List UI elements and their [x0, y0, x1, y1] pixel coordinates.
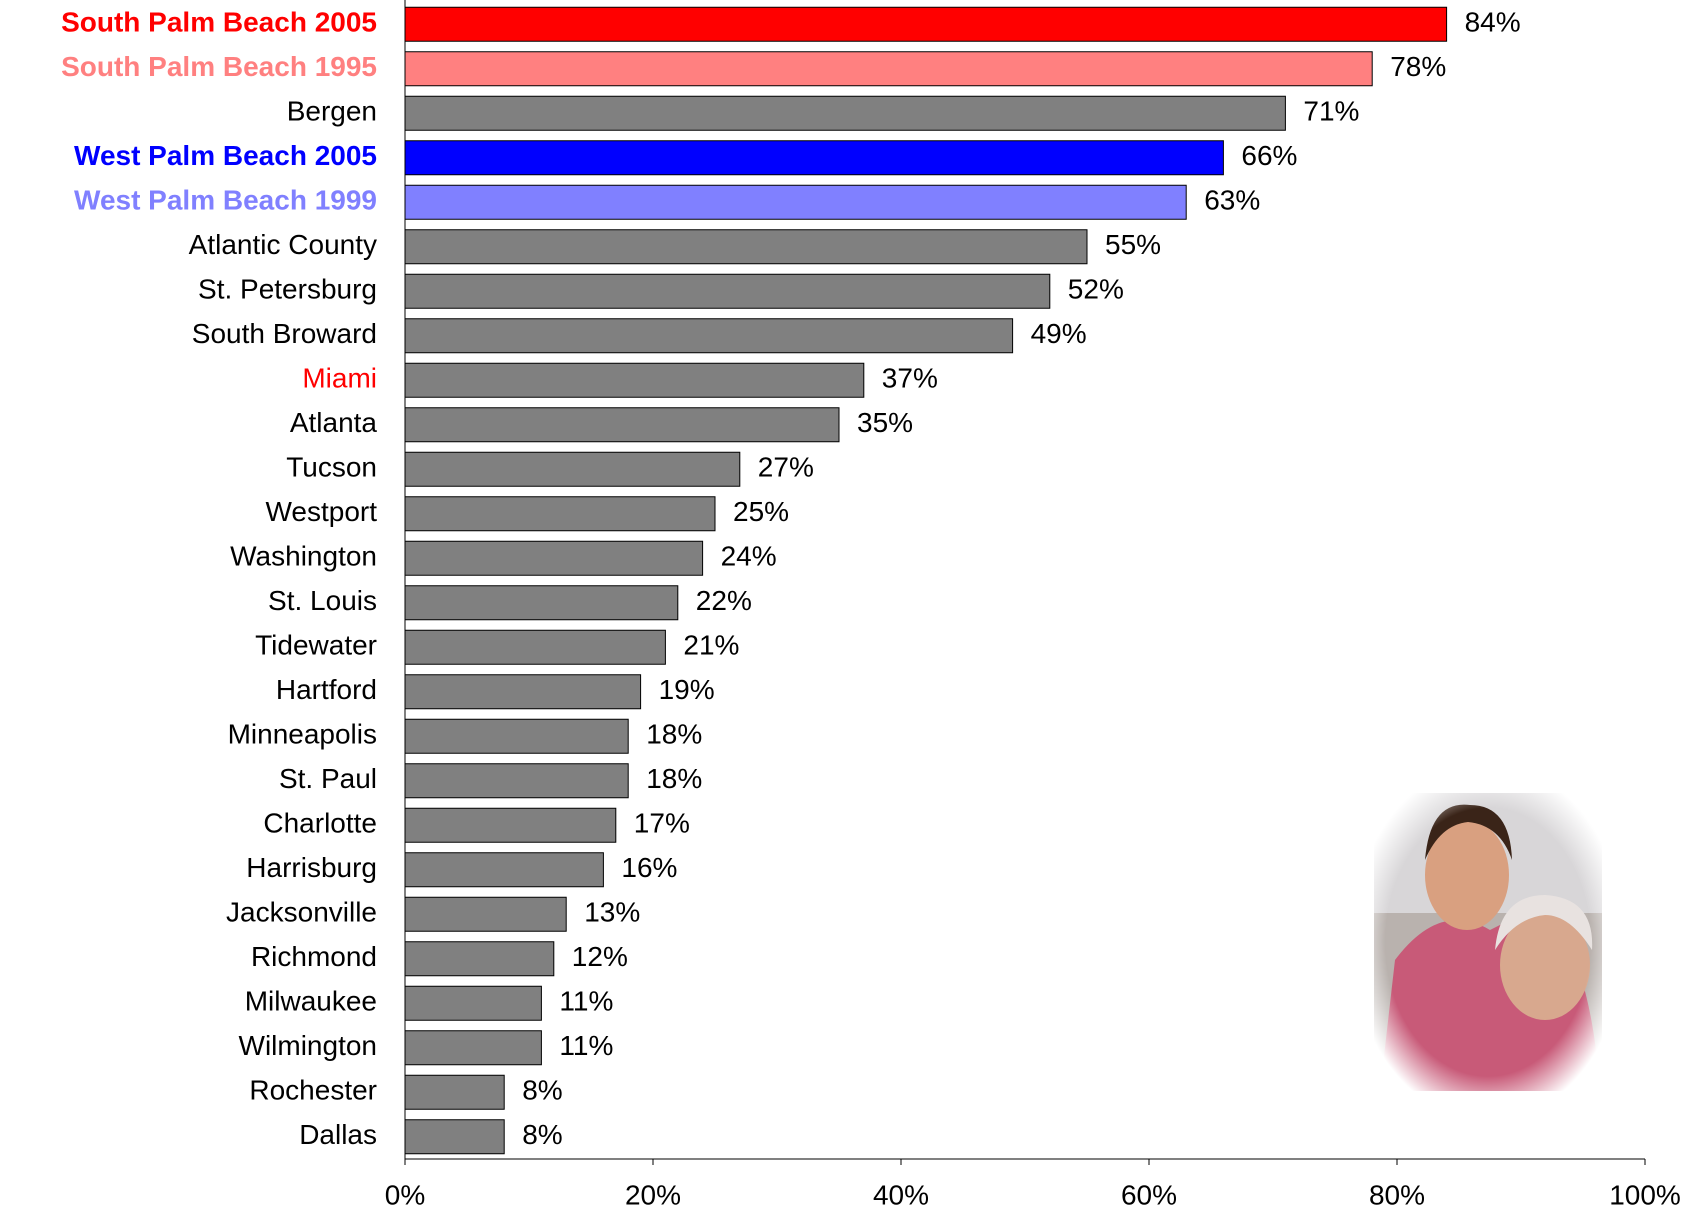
category-label: Atlantic County	[189, 229, 377, 260]
value-label: 11%	[559, 986, 613, 1017]
category-label: South Broward	[192, 318, 377, 349]
category-label: St. Petersburg	[198, 274, 377, 305]
category-label: South Palm Beach 2005	[61, 7, 377, 38]
value-label: 25%	[733, 496, 789, 527]
value-label: 22%	[696, 585, 752, 616]
bar	[405, 675, 641, 709]
x-tick-label: 0%	[385, 1179, 425, 1206]
value-label: 66%	[1241, 140, 1297, 171]
bar	[405, 274, 1050, 308]
value-label: 8%	[522, 1119, 562, 1150]
value-label: 16%	[621, 852, 677, 883]
category-label: St. Paul	[279, 763, 377, 794]
bar	[405, 185, 1186, 219]
x-tick-label: 20%	[625, 1179, 681, 1206]
bar	[405, 141, 1223, 175]
bar	[405, 808, 616, 842]
value-label: 84%	[1465, 7, 1521, 38]
bar	[405, 853, 603, 887]
category-label: St. Louis	[268, 585, 377, 616]
value-label: 19%	[659, 674, 715, 705]
category-label: Dallas	[299, 1119, 377, 1150]
value-label: 24%	[721, 541, 777, 572]
category-label: Jacksonville	[226, 897, 377, 928]
category-label: West Palm Beach 2005	[74, 140, 377, 171]
category-label: Miami	[302, 363, 377, 394]
category-label: Richmond	[251, 941, 377, 972]
category-label: Washington	[230, 541, 377, 572]
bar	[405, 230, 1087, 264]
photo	[1374, 793, 1602, 1091]
value-label: 63%	[1204, 185, 1260, 216]
value-label: 55%	[1105, 229, 1161, 260]
chart: South Palm Beach 2005 84% South Palm Beach…	[0, 0, 1694, 1206]
bar	[405, 1120, 504, 1154]
value-label: 78%	[1390, 51, 1446, 82]
value-label: 12%	[572, 941, 628, 972]
category-label: Minneapolis	[228, 719, 377, 750]
bar	[405, 586, 678, 620]
bar	[405, 363, 864, 397]
x-tick-label: 60%	[1121, 1179, 1177, 1206]
value-label: 71%	[1303, 96, 1359, 127]
value-label: 17%	[634, 808, 690, 839]
bar	[405, 942, 554, 976]
bar	[405, 497, 715, 531]
category-label: Tidewater	[255, 630, 377, 661]
bar	[405, 541, 703, 575]
value-label: 49%	[1031, 318, 1087, 349]
category-label: Westport	[265, 496, 377, 527]
value-label: 8%	[522, 1075, 562, 1106]
value-label: 11%	[559, 1030, 613, 1061]
category-label: Atlanta	[290, 407, 378, 438]
x-tick-label: 80%	[1369, 1179, 1425, 1206]
bar	[405, 96, 1285, 130]
bar	[405, 7, 1447, 41]
bar	[405, 52, 1372, 86]
category-label: Wilmington	[239, 1030, 377, 1061]
bar	[405, 319, 1013, 353]
x-tick-label: 100%	[1609, 1179, 1681, 1206]
category-label: Harrisburg	[246, 852, 377, 883]
bar	[405, 986, 541, 1020]
bar	[405, 630, 665, 664]
bar	[405, 1075, 504, 1109]
category-label: Milwaukee	[245, 986, 377, 1017]
bar	[405, 452, 740, 486]
value-label: 13%	[584, 897, 640, 928]
bar	[405, 1031, 541, 1065]
category-label: South Palm Beach 1995	[61, 51, 377, 82]
x-tick-label: 40%	[873, 1179, 929, 1206]
category-label: Hartford	[276, 674, 377, 705]
value-label: 18%	[646, 763, 702, 794]
category-label: Bergen	[287, 96, 377, 127]
category-label: Tucson	[286, 452, 377, 483]
category-label: West Palm Beach 1999	[74, 185, 377, 216]
page: South Palm Beach 2005 84% South Palm Beach…	[0, 0, 1694, 1206]
category-label: Rochester	[249, 1075, 377, 1106]
value-label: 18%	[646, 719, 702, 750]
value-label: 35%	[857, 407, 913, 438]
value-label: 21%	[683, 630, 739, 661]
bar	[405, 719, 628, 753]
value-label: 52%	[1068, 274, 1124, 305]
value-label: 37%	[882, 363, 938, 394]
bar	[405, 764, 628, 798]
value-label: 27%	[758, 452, 814, 483]
bar	[405, 408, 839, 442]
category-label: Charlotte	[263, 808, 377, 839]
bar	[405, 897, 566, 931]
